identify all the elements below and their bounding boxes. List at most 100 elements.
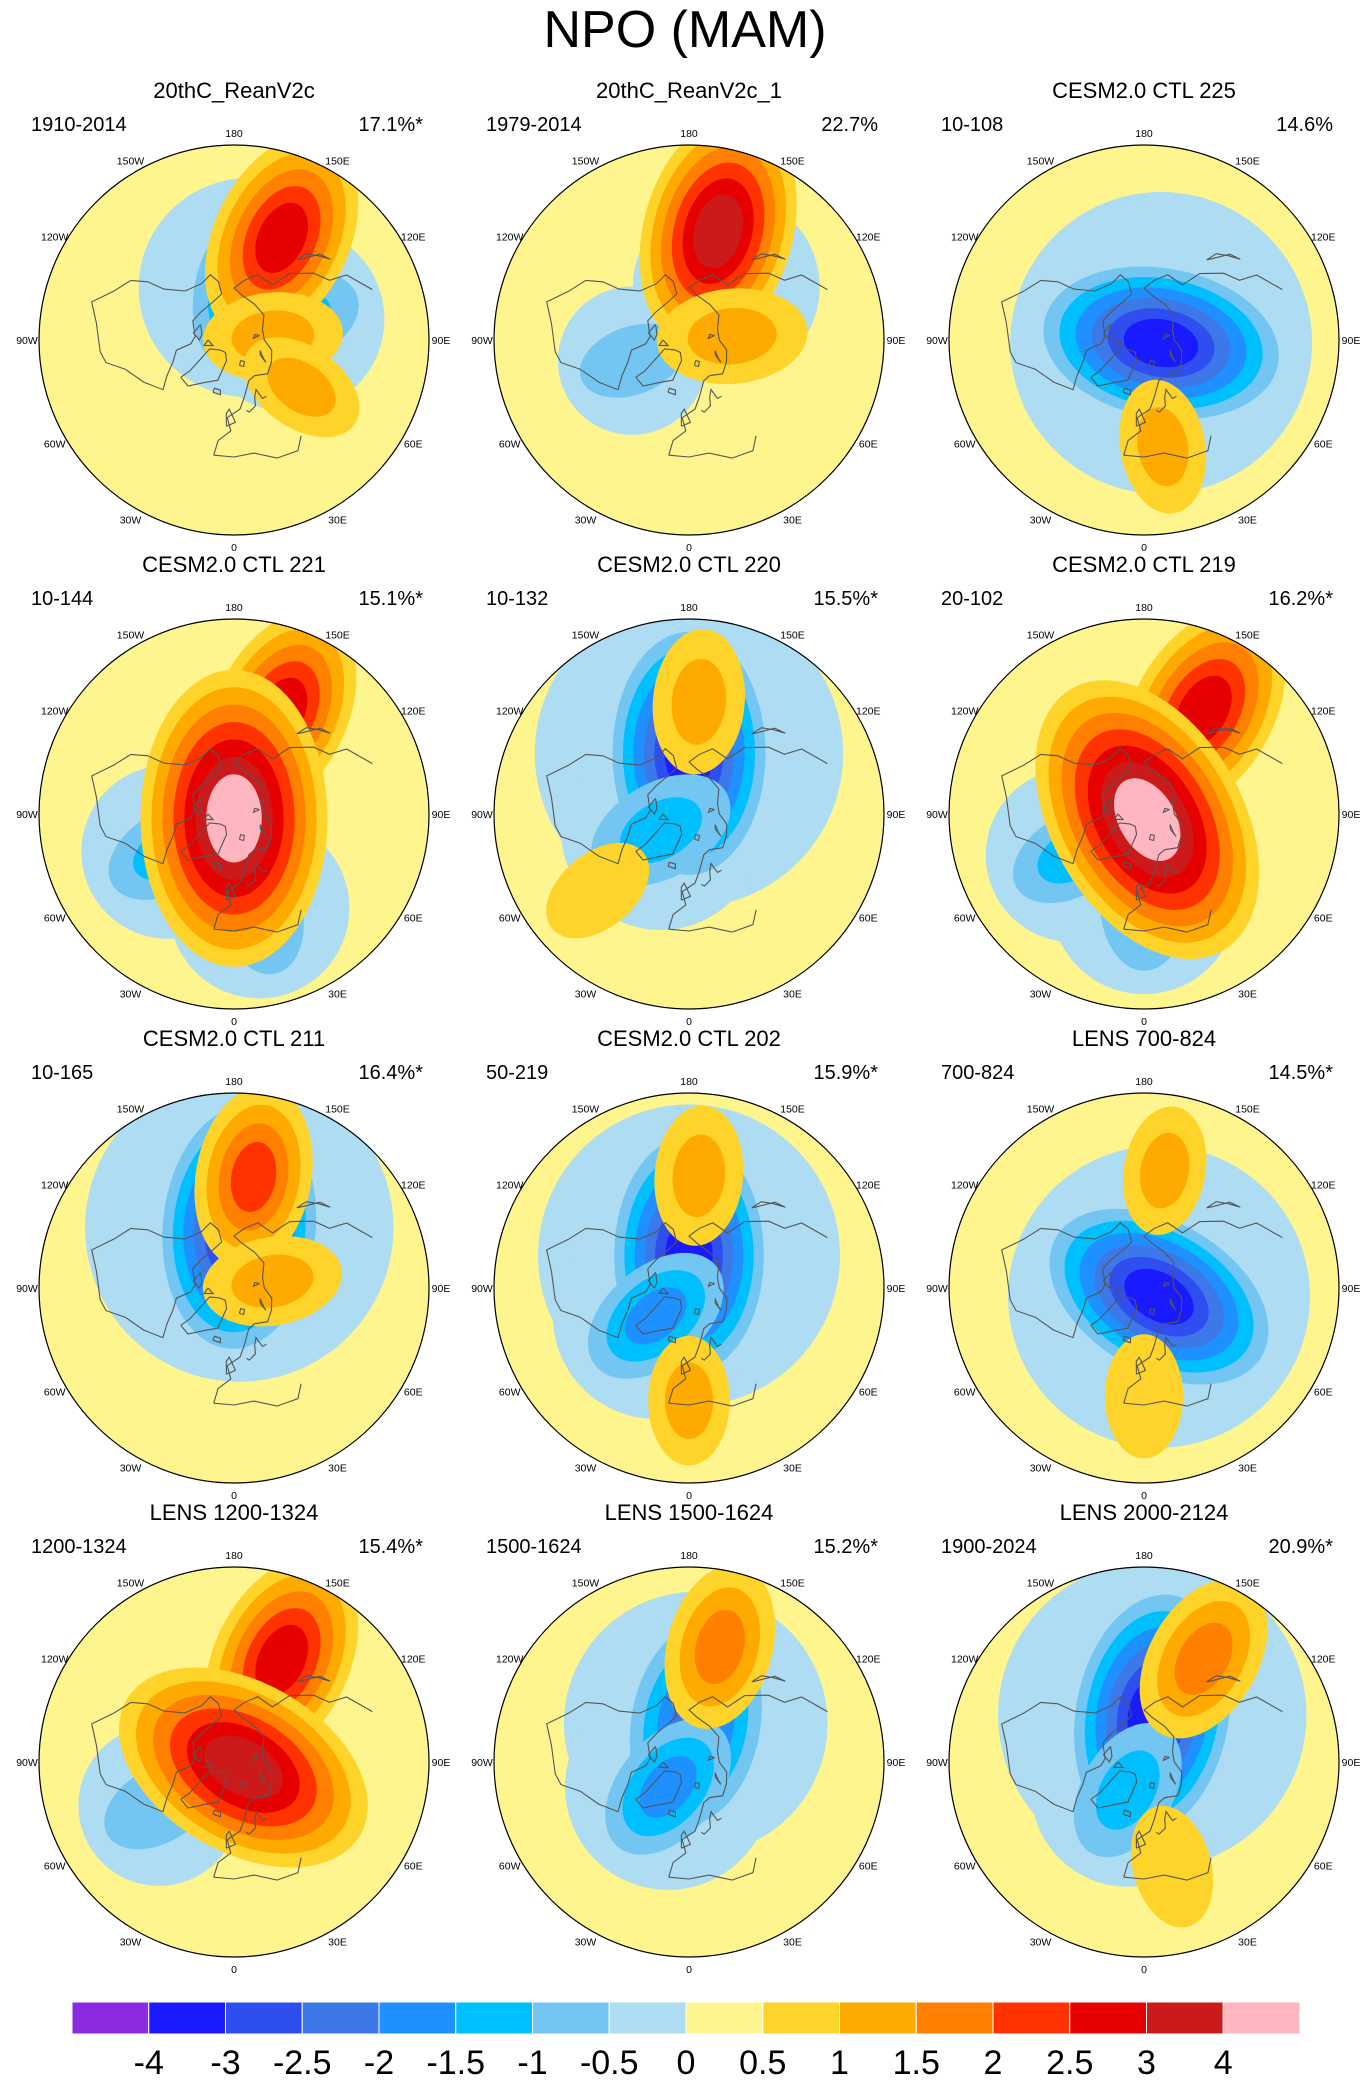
lon-label: 150E: [1235, 1578, 1260, 1590]
lon-label: 30W: [575, 1936, 597, 1948]
coastline: [1148, 1781, 1156, 1790]
coastline: [1148, 1307, 1156, 1316]
high-contour: [1104, 1334, 1184, 1459]
lon-label: 150W: [572, 156, 600, 168]
lon-label: 90W: [471, 1757, 493, 1769]
lon-label: 180: [680, 1076, 698, 1088]
coastline: [213, 435, 302, 459]
coastlines: [91, 727, 373, 933]
coastline: [1113, 1761, 1125, 1769]
lon-label: 60W: [44, 913, 66, 925]
lon-label: 120E: [856, 1654, 881, 1666]
lon-label: 180: [680, 128, 698, 140]
coastline: [252, 1281, 260, 1288]
anomaly-field: [998, 1567, 1307, 1928]
coastline: [225, 1830, 237, 1849]
coastline: [1123, 1220, 1283, 1404]
lon-label: 30W: [1030, 1936, 1052, 1948]
lon-label: 150E: [780, 1104, 805, 1116]
map-border: [948, 618, 1340, 1010]
coastline: [246, 388, 267, 413]
coastline: [91, 274, 223, 391]
high-contour: [267, 357, 336, 417]
coastline: [238, 833, 246, 842]
coastlines: [546, 1675, 828, 1881]
coastline: [1090, 822, 1138, 861]
coastline: [1156, 388, 1177, 413]
lon-label: 90E: [432, 1757, 451, 1769]
colorbar-swatch: [762, 2001, 840, 2035]
map-border: [493, 618, 885, 1010]
high-contour: [694, 1609, 745, 1685]
lon-label: 120E: [1311, 232, 1336, 244]
lon-label: 120E: [401, 232, 426, 244]
panel-variance: 16.2%*: [1269, 588, 1334, 610]
coastline: [259, 1298, 267, 1311]
lon-labels: 180 150E 120E 90E 60E 30E 0 30W 60W 90W 120W 150W: [926, 602, 1360, 1028]
coastline: [714, 1772, 722, 1785]
coastline: [693, 1781, 701, 1790]
lon-label: 60W: [44, 1387, 66, 1399]
map-panel: 180 150E 120E 90E 60E 30E 0 30W 60W 90W 120W 150W LE…: [926, 1500, 1360, 1976]
lon-label: 120W: [41, 706, 69, 718]
lon-label: 120E: [856, 1180, 881, 1192]
lon-label: 90W: [926, 1757, 948, 1769]
coastline: [1102, 798, 1113, 816]
high-contour: [255, 202, 308, 273]
coastline: [296, 1675, 331, 1683]
lon-label: 60W: [954, 439, 976, 451]
coastline: [647, 1746, 658, 1764]
lon-labels: 180 150E 120E 90E 60E 30E 0 30W 60W 90W 120W 150W: [471, 1076, 905, 1502]
colorbar-swatch: [839, 2001, 917, 2035]
coastline: [203, 813, 215, 821]
coastline: [1122, 1335, 1132, 1344]
coastline: [225, 882, 237, 901]
coastline: [693, 833, 701, 842]
lon-label: 150W: [117, 630, 145, 642]
coastline: [238, 1781, 246, 1790]
high-contour: [672, 1134, 726, 1218]
coastline: [680, 408, 692, 427]
coastline: [1169, 350, 1177, 363]
coastline: [701, 1810, 722, 1835]
coastline: [1148, 359, 1156, 368]
map-border: [493, 1092, 885, 1484]
coastline: [668, 1383, 757, 1407]
lon-label: 150W: [117, 156, 145, 168]
anomaly-field: [1001, 1106, 1311, 1459]
figure-title: NPO (MAM): [543, 1, 826, 59]
lon-label: 180: [680, 602, 698, 614]
lon-label: 30W: [120, 988, 142, 1000]
map-border: [948, 144, 1340, 536]
colorbar-label: -4: [134, 2044, 164, 2082]
lon-label: 120E: [1311, 1180, 1336, 1192]
lon-labels: 180 150E 120E 90E 60E 30E 0 30W 60W 90W 120W 150W: [16, 1076, 450, 1502]
high-contour: [1137, 407, 1189, 487]
lon-label: 120W: [496, 1180, 524, 1192]
coastline: [203, 339, 215, 347]
lon-label: 60W: [954, 1861, 976, 1873]
map-panel: 180 150E 120E 90E 60E 30E 0 30W 60W 90W 120W 150W LE…: [471, 1500, 905, 1976]
coastline: [680, 882, 692, 901]
high-contour: [546, 842, 650, 939]
coastline: [213, 1694, 373, 1878]
coastline: [658, 813, 670, 821]
lon-label: 90W: [471, 335, 493, 347]
coastlines: [91, 1201, 373, 1407]
panel-period: 1500-1624: [486, 1536, 582, 1558]
lon-label: 120W: [951, 1180, 979, 1192]
coastline: [1113, 813, 1125, 821]
panel-variance: 15.2%*: [814, 1536, 879, 1558]
coastlines: [91, 253, 373, 459]
map-panel: 180 150E 120E 90E 60E 30E 0 30W 60W 90W 120W 150W CE…: [16, 1026, 450, 1502]
colorbar-label: 3: [1137, 2044, 1156, 2082]
coastline: [1206, 253, 1241, 261]
colorbar: -4 -3 -2.5 -2 -1.5 -1 -0.5 0 0.5 1 1.5 2 2.5 3 4: [71, 2001, 1301, 2082]
panel-title: LENS 1500-1624: [605, 1500, 774, 1525]
coastline: [668, 1857, 757, 1881]
coastline: [212, 861, 222, 870]
coastline: [1122, 861, 1132, 870]
coastline: [658, 1761, 670, 1769]
coastline: [707, 1281, 715, 1288]
map-border: [493, 1566, 885, 1958]
